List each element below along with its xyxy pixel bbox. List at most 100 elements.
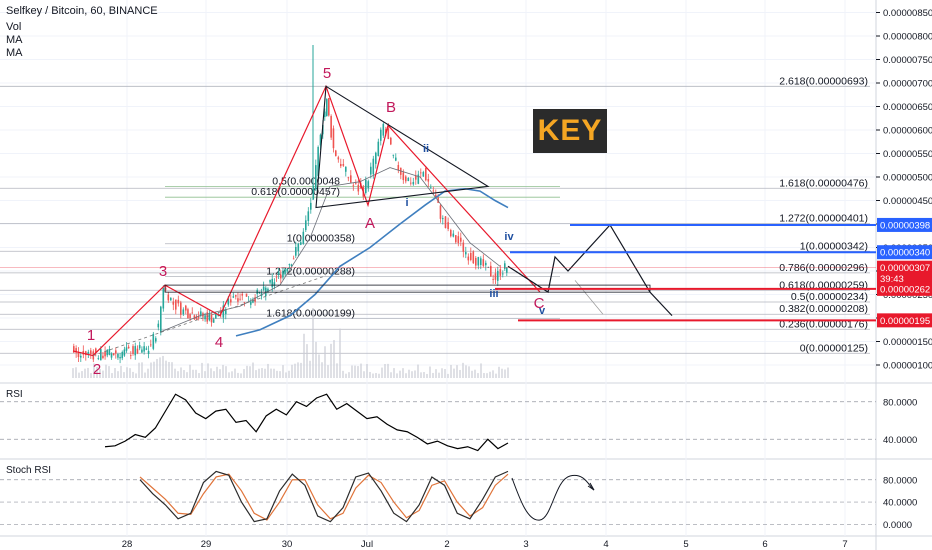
candle-body	[290, 264, 293, 267]
fib-label-inner: 1(0.00000358)	[287, 233, 355, 245]
candle-body	[437, 197, 439, 203]
candle-body	[123, 349, 126, 356]
volume-bar	[177, 371, 179, 378]
volume-bar	[141, 362, 143, 378]
volume-bar	[474, 369, 476, 378]
candle-body	[134, 346, 137, 356]
volume-bar	[285, 372, 287, 378]
volume-bar	[423, 372, 425, 378]
volume-bar	[75, 367, 77, 378]
volume-bar	[492, 370, 494, 378]
candle-body	[121, 352, 124, 359]
candle-body	[357, 184, 360, 192]
price-tick-label: 0.00000500	[883, 173, 932, 184]
candle-body	[241, 293, 244, 296]
volume-bar	[219, 369, 221, 378]
candle-body	[332, 128, 335, 149]
volume-bar	[345, 373, 347, 378]
candle-body	[482, 259, 485, 266]
volume-bar	[225, 366, 227, 378]
volume-bar	[480, 363, 482, 378]
volume-bar	[153, 361, 155, 378]
time-tick-label: 4	[603, 539, 608, 550]
candle-body	[104, 351, 106, 357]
candle-body	[485, 262, 487, 266]
volume-bar	[354, 365, 356, 378]
candle-body	[141, 349, 143, 353]
wave-label: 3	[159, 263, 167, 280]
stoch-k-line	[139, 470, 509, 523]
time-tick-label: 2	[444, 539, 449, 550]
candle-body	[465, 252, 467, 255]
candle-body	[345, 166, 347, 172]
volume-bar	[363, 371, 365, 378]
fib-label-inner: 0.618(0.00000457)	[251, 186, 340, 198]
candle-body	[235, 295, 237, 297]
volume-bar	[315, 341, 317, 378]
volume-bar	[198, 373, 200, 378]
candle-body	[197, 316, 200, 318]
time-tick-label: 5	[683, 539, 688, 550]
candle-body	[130, 355, 132, 357]
volume-bar	[90, 373, 92, 378]
candle-body	[177, 299, 180, 304]
candle-body	[212, 319, 215, 323]
candle-body	[417, 174, 420, 184]
volume-bar	[84, 368, 86, 378]
volume-bar	[471, 370, 473, 378]
candle-body	[292, 258, 295, 260]
time-tick-label: 6	[762, 539, 767, 550]
volume-bars	[72, 308, 509, 378]
candle-body	[352, 185, 355, 187]
candle-body	[420, 172, 422, 174]
volume-bar	[78, 372, 80, 378]
time-axis[interactable]: 28 29 30 Jul 2 3 4 5 6 7	[122, 539, 848, 550]
indicator-ma-2[interactable]: MA	[6, 47, 23, 59]
candle-body	[100, 349, 102, 361]
volume-bar	[201, 362, 203, 378]
volume-bar	[453, 368, 455, 378]
volume-bar	[99, 369, 101, 378]
candle-body	[275, 276, 278, 278]
candle-body	[252, 300, 254, 303]
price-tick-label: 0.00000550	[883, 149, 932, 160]
stoch-forecast-curve	[511, 474, 595, 521]
candle-body	[267, 288, 269, 292]
symbol-title: Selfkey / Bitcoin, 60, BINANCE	[6, 5, 158, 17]
rsi-tick-label: 40.0000	[883, 435, 917, 446]
time-tick-label: 7	[842, 539, 847, 550]
volume-bar	[279, 371, 281, 378]
fib-label: 2.618(0.00000693)	[779, 75, 868, 87]
volume-bar	[324, 346, 326, 378]
indicator-vol[interactable]: Vol	[6, 21, 22, 33]
wave-label: iv	[504, 231, 514, 243]
candle-body	[288, 264, 291, 266]
candle-body	[119, 357, 121, 359]
volume-bar	[150, 362, 152, 378]
volume-bar	[456, 365, 458, 378]
volume-bar	[360, 363, 362, 378]
volume-bar	[297, 362, 299, 378]
time-tick-label: 28	[122, 539, 133, 550]
volume-bar	[369, 371, 371, 378]
volume-bar	[438, 372, 440, 378]
candle-body	[136, 348, 139, 354]
volume-bar	[300, 362, 302, 378]
stoch-rsi-label[interactable]: Stoch RSI	[6, 465, 52, 476]
volume-bar	[411, 371, 413, 378]
rsi-label[interactable]: RSI	[6, 389, 23, 400]
candle-body	[506, 267, 508, 273]
volume-bar	[393, 368, 395, 378]
volume-bar	[402, 368, 404, 378]
volume-bar	[267, 363, 269, 378]
indicator-ma-1[interactable]: MA	[6, 34, 23, 46]
volume-bar	[189, 364, 191, 378]
volume-bar	[111, 373, 113, 378]
price-tag-text: 0.00000195	[880, 316, 930, 327]
time-tick-label: Jul	[361, 539, 373, 550]
volume-bar	[357, 366, 359, 378]
candle-body	[494, 273, 497, 280]
candle-body	[397, 165, 400, 171]
candle-body	[315, 165, 317, 190]
